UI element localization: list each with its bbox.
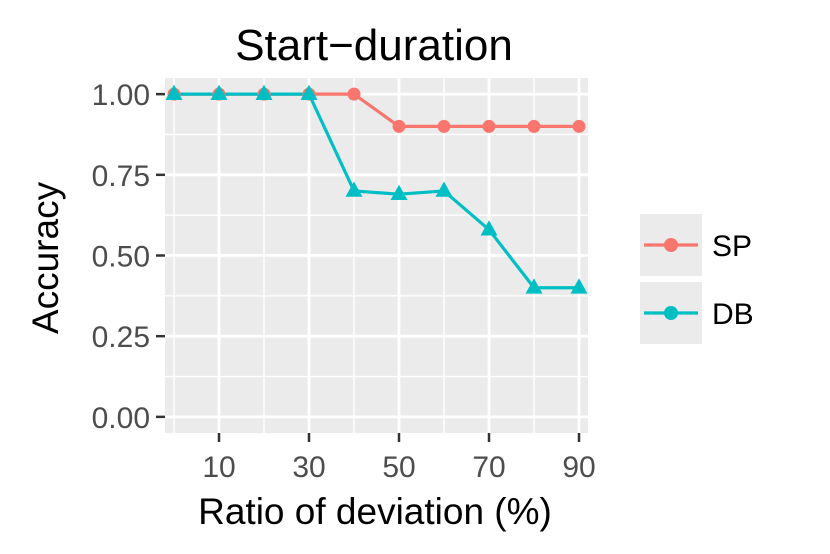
y-tick-label: 0.50 bbox=[92, 241, 150, 274]
point-db bbox=[570, 278, 588, 294]
point-db bbox=[165, 84, 183, 100]
legend-item-db: DB bbox=[640, 282, 754, 344]
point-sp bbox=[437, 119, 451, 133]
point-sp bbox=[392, 119, 406, 133]
x-axis-label: Ratio of deviation (%) bbox=[198, 491, 552, 532]
y-tick-label: 0.00 bbox=[92, 402, 150, 435]
legend-label-sp: SP bbox=[712, 230, 752, 263]
x-tick-label: 10 bbox=[202, 451, 235, 484]
legend-marker-sp bbox=[664, 238, 678, 252]
y-tick-label: 0.75 bbox=[92, 160, 150, 193]
point-db bbox=[210, 84, 228, 100]
point-sp bbox=[347, 87, 361, 101]
series-markers bbox=[165, 84, 588, 294]
x-tick-label: 30 bbox=[292, 451, 325, 484]
point-db bbox=[300, 84, 318, 100]
point-sp bbox=[482, 119, 496, 133]
point-db bbox=[255, 84, 273, 100]
y-axis-label: Accuracy bbox=[25, 181, 66, 334]
chart-title: Start−duration bbox=[235, 21, 513, 70]
x-tick-label: 70 bbox=[472, 451, 505, 484]
series-lines bbox=[174, 92, 579, 290]
legend-item-sp: SP bbox=[640, 214, 752, 276]
legend-label-db: DB bbox=[712, 298, 754, 331]
point-db bbox=[390, 184, 408, 200]
point-db bbox=[345, 181, 363, 197]
x-axis: 10 30 50 70 90 bbox=[202, 433, 596, 484]
y-axis: 0.00 0.25 0.50 0.75 1.00 bbox=[92, 79, 165, 435]
x-tick-label: 90 bbox=[562, 451, 595, 484]
series-line-db bbox=[174, 92, 579, 290]
point-sp bbox=[527, 119, 541, 133]
y-tick-label: 1.00 bbox=[92, 79, 150, 112]
legend: SP DB bbox=[640, 214, 754, 344]
grid-major bbox=[165, 78, 588, 433]
point-db bbox=[435, 181, 453, 197]
point-db bbox=[480, 220, 498, 236]
x-tick-label: 50 bbox=[382, 451, 415, 484]
point-sp bbox=[572, 119, 586, 133]
legend-marker-db bbox=[664, 306, 678, 320]
point-db bbox=[525, 278, 543, 294]
y-tick-label: 0.25 bbox=[92, 321, 150, 354]
